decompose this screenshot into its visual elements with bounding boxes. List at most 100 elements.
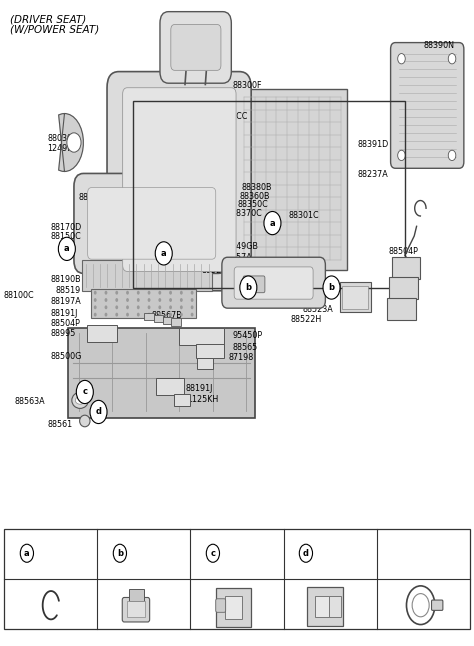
FancyBboxPatch shape: [234, 267, 313, 299]
Circle shape: [94, 298, 97, 302]
Circle shape: [115, 291, 118, 295]
FancyBboxPatch shape: [328, 596, 341, 618]
Circle shape: [105, 306, 108, 309]
Circle shape: [115, 313, 118, 317]
FancyBboxPatch shape: [107, 72, 251, 291]
Text: (W/POWER SEAT): (W/POWER SEAT): [10, 25, 100, 34]
Circle shape: [448, 54, 456, 64]
Circle shape: [264, 211, 281, 234]
FancyBboxPatch shape: [122, 598, 150, 622]
Text: 88390N: 88390N: [424, 41, 455, 50]
Circle shape: [137, 291, 140, 295]
Circle shape: [412, 594, 429, 617]
FancyBboxPatch shape: [238, 89, 347, 270]
Circle shape: [113, 544, 127, 562]
Text: 88057A: 88057A: [222, 253, 253, 262]
Text: 88100C: 88100C: [3, 291, 34, 300]
Text: 88360B: 88360B: [239, 191, 270, 200]
FancyBboxPatch shape: [129, 589, 144, 601]
Text: 88191J: 88191J: [185, 384, 212, 393]
Circle shape: [158, 298, 161, 302]
Text: 88523A: 88523A: [302, 305, 333, 314]
Circle shape: [147, 306, 150, 309]
Circle shape: [169, 298, 172, 302]
Circle shape: [90, 401, 107, 424]
FancyBboxPatch shape: [315, 596, 330, 618]
FancyBboxPatch shape: [216, 589, 251, 627]
Text: 88190B: 88190B: [50, 275, 81, 284]
FancyBboxPatch shape: [307, 587, 343, 626]
Text: b: b: [328, 283, 335, 292]
FancyBboxPatch shape: [74, 173, 228, 273]
Text: 88350C: 88350C: [237, 200, 268, 209]
Circle shape: [158, 306, 161, 309]
FancyBboxPatch shape: [222, 257, 325, 308]
Text: 88370C: 88370C: [231, 209, 262, 218]
FancyBboxPatch shape: [160, 12, 231, 83]
Text: 1125KH: 1125KH: [187, 395, 219, 404]
Circle shape: [191, 306, 193, 309]
FancyBboxPatch shape: [392, 256, 420, 278]
FancyBboxPatch shape: [342, 286, 368, 309]
Circle shape: [323, 276, 340, 299]
Circle shape: [206, 544, 219, 562]
FancyBboxPatch shape: [145, 313, 154, 320]
FancyBboxPatch shape: [391, 43, 464, 169]
Circle shape: [137, 313, 140, 317]
Circle shape: [126, 291, 129, 295]
FancyBboxPatch shape: [68, 328, 255, 418]
Text: 88610: 88610: [190, 151, 215, 160]
Text: b: b: [117, 548, 123, 557]
FancyBboxPatch shape: [91, 289, 196, 318]
Circle shape: [398, 54, 405, 64]
Text: 88610C: 88610C: [185, 141, 216, 151]
Text: 88391D: 88391D: [357, 140, 389, 149]
Circle shape: [158, 313, 161, 317]
Circle shape: [155, 242, 172, 265]
Text: c: c: [210, 548, 215, 557]
Text: 88179: 88179: [315, 548, 344, 557]
Text: 88521A: 88521A: [201, 266, 232, 275]
Circle shape: [137, 306, 140, 309]
Text: 88565: 88565: [232, 343, 257, 352]
Text: 88010L: 88010L: [340, 286, 369, 295]
Circle shape: [169, 306, 172, 309]
Text: 88563A: 88563A: [15, 397, 46, 406]
FancyBboxPatch shape: [171, 318, 181, 326]
FancyBboxPatch shape: [163, 317, 173, 324]
Text: 88237A: 88237A: [357, 171, 388, 179]
Circle shape: [180, 306, 183, 309]
FancyBboxPatch shape: [173, 394, 190, 406]
Text: b: b: [246, 283, 251, 292]
Text: 88543C: 88543C: [222, 548, 257, 557]
Ellipse shape: [72, 392, 88, 408]
FancyBboxPatch shape: [243, 276, 265, 293]
Text: d: d: [303, 548, 309, 557]
Text: 88380B: 88380B: [242, 183, 272, 192]
Circle shape: [398, 151, 405, 161]
Text: 88504P: 88504P: [50, 318, 80, 328]
Circle shape: [191, 298, 193, 302]
Circle shape: [169, 313, 172, 317]
Circle shape: [67, 133, 81, 152]
Text: 88150C: 88150C: [50, 232, 81, 241]
Circle shape: [105, 313, 108, 317]
Text: 88301C: 88301C: [289, 211, 319, 220]
Circle shape: [105, 291, 108, 295]
FancyBboxPatch shape: [127, 601, 145, 617]
Ellipse shape: [75, 397, 85, 404]
FancyBboxPatch shape: [171, 25, 221, 70]
Text: 95450P: 95450P: [232, 331, 263, 340]
Text: 88567B: 88567B: [152, 311, 182, 320]
FancyBboxPatch shape: [216, 599, 226, 612]
Circle shape: [448, 151, 456, 161]
Text: c: c: [82, 388, 87, 397]
Text: a: a: [270, 218, 275, 227]
Text: 87198: 87198: [229, 353, 254, 362]
Text: 1339CC: 1339CC: [216, 112, 247, 121]
Circle shape: [169, 291, 172, 295]
Circle shape: [126, 313, 129, 317]
Circle shape: [115, 298, 118, 302]
Circle shape: [147, 313, 150, 317]
Text: 1249GB: 1249GB: [226, 242, 258, 251]
